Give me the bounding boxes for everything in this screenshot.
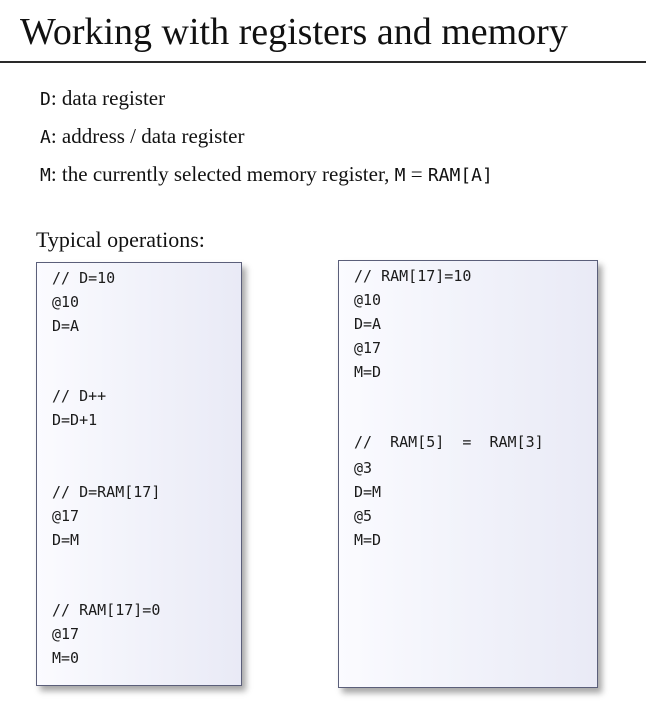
- code-line: D=M: [354, 483, 382, 501]
- code-line: @10: [354, 291, 382, 309]
- code-box-right: // RAM[17]=10 @10 D=A @17 M=D // RAM[5] …: [338, 260, 598, 688]
- register-name: A: [40, 127, 51, 148]
- slide-title: Working with registers and memory: [20, 11, 568, 53]
- code-line: M=0: [52, 649, 80, 667]
- definition-d: D: data register: [40, 86, 165, 111]
- code-line: @17: [52, 625, 80, 643]
- code-line: M=D: [354, 531, 382, 549]
- expression-equals: =: [405, 162, 428, 186]
- register-name: D: [40, 89, 51, 110]
- definition-text: : data register: [50, 86, 166, 110]
- code-comment: // D=RAM[17]: [52, 483, 161, 501]
- code-line: D=A: [354, 315, 382, 333]
- code-line: @17: [52, 507, 80, 525]
- code-comment: // RAM[17]=10: [354, 267, 472, 285]
- code-line: D=A: [52, 317, 80, 335]
- typical-operations-label: Typical operations:: [36, 227, 205, 252]
- register-name: M: [40, 165, 51, 186]
- definition-text: : address / data register: [50, 124, 245, 148]
- definition-m: M: the currently selected memory registe…: [40, 162, 493, 187]
- definition-a: A: address / data register: [40, 124, 244, 149]
- code-line: M=D: [354, 363, 382, 381]
- code-comment: // RAM[5] = RAM[3]: [354, 433, 544, 451]
- code-line: @17: [354, 339, 382, 357]
- code-line: @10: [52, 293, 80, 311]
- code-line: D=D+1: [52, 411, 98, 429]
- code-line: D=M: [52, 531, 80, 549]
- definition-text: : the currently selected memory register…: [50, 162, 395, 186]
- code-comment: // D=10: [52, 269, 116, 287]
- code-line: @3: [354, 459, 373, 477]
- code-comment: // RAM[17]=0: [52, 601, 161, 619]
- expression-lhs: M: [394, 165, 406, 186]
- code-comment: // D++: [52, 387, 107, 405]
- code-box-left: // D=10 @10 D=A // D++ D=D+1 // D=RAM[17…: [36, 262, 242, 686]
- code-line: @5: [354, 507, 373, 525]
- expression-rhs: RAM[A]: [427, 165, 493, 186]
- title-divider: [0, 61, 646, 63]
